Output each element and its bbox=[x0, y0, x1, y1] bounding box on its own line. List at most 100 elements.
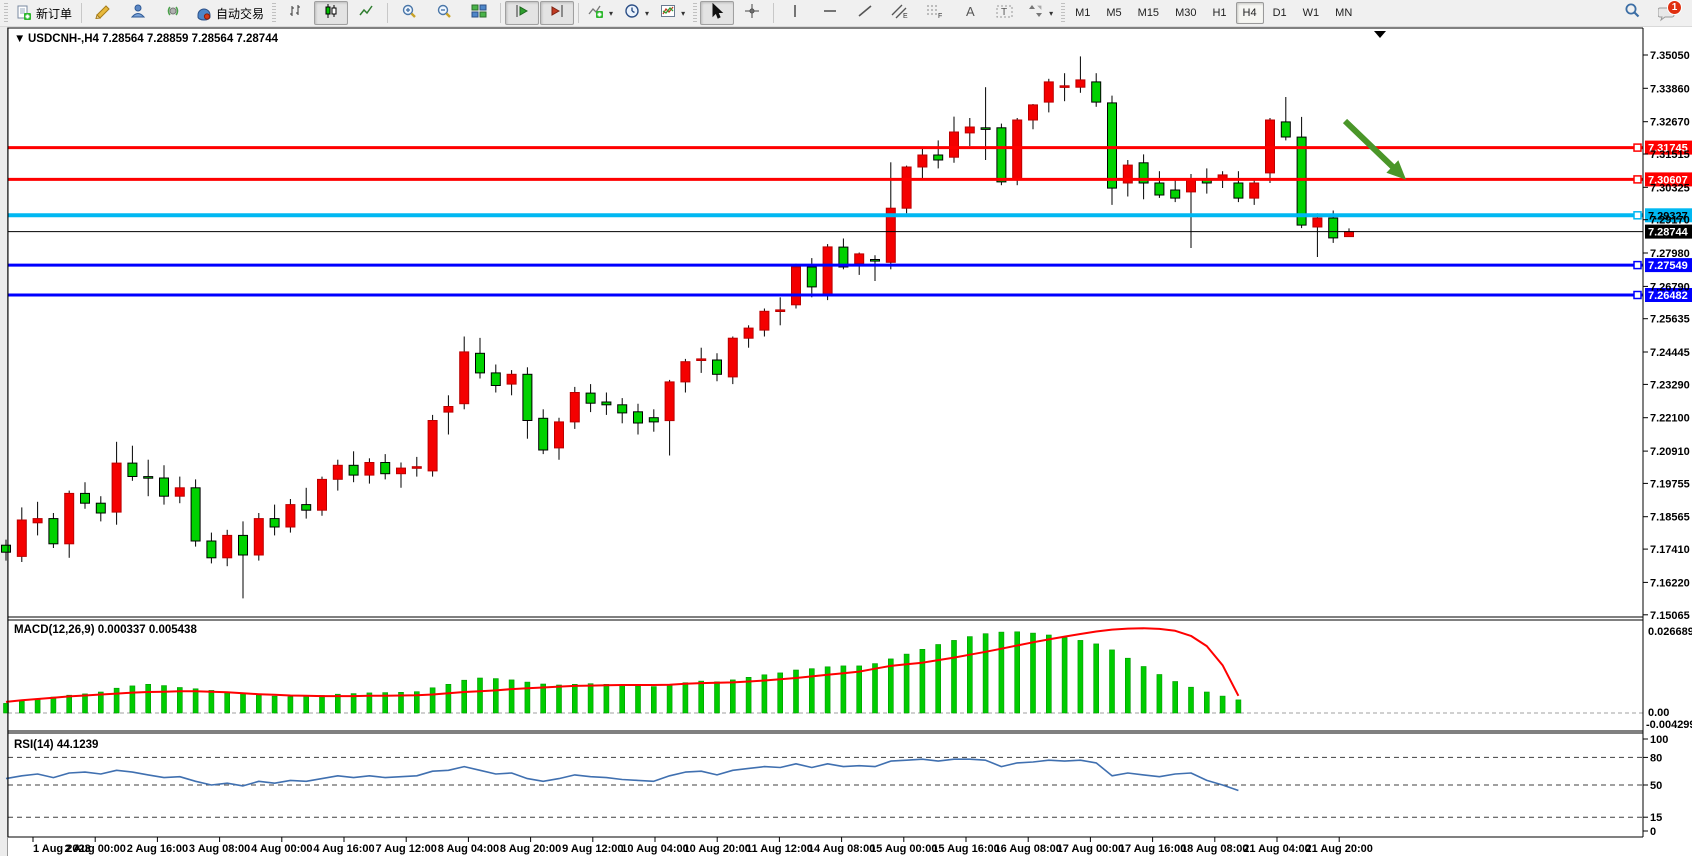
level-line-handle[interactable] bbox=[1633, 175, 1642, 184]
candle-down bbox=[143, 476, 154, 479]
zoom-in-button[interactable] bbox=[392, 1, 426, 25]
channel-tool[interactable]: E bbox=[883, 1, 917, 25]
price-tick-label: 7.32670 bbox=[1650, 117, 1690, 129]
macd-histogram-bar bbox=[413, 691, 420, 714]
signals-button[interactable] bbox=[156, 1, 190, 25]
periods-button[interactable]: ▾ bbox=[619, 1, 654, 25]
down-arrow-head[interactable] bbox=[1386, 160, 1407, 180]
trendline-tool[interactable] bbox=[848, 1, 882, 25]
macd-histogram-bar bbox=[1093, 643, 1099, 714]
notification-count-badge: 1 bbox=[1667, 0, 1682, 15]
template-icon bbox=[660, 3, 676, 24]
macd-histogram-bar bbox=[887, 658, 894, 714]
tab-timeframe-M1[interactable]: M1 bbox=[1075, 7, 1091, 19]
svg-text:F: F bbox=[938, 13, 942, 19]
macd-histogram-bar bbox=[350, 693, 357, 714]
tile-windows-button[interactable] bbox=[462, 1, 496, 25]
tab-timeframe-M5[interactable]: M5 bbox=[1106, 7, 1122, 19]
level-line-handle[interactable] bbox=[1633, 211, 1642, 220]
macd-histogram-bar bbox=[208, 690, 215, 714]
time-tick-label: 9 Aug 12:00 bbox=[562, 843, 623, 855]
toolbar-grip[interactable] bbox=[693, 3, 698, 23]
down-arrow-annotation[interactable] bbox=[1342, 118, 1399, 173]
candle-down bbox=[806, 266, 817, 288]
candle-up bbox=[743, 327, 754, 339]
time-tick-label: 21 Aug 04:00 bbox=[1243, 843, 1310, 855]
chart-shift-button[interactable] bbox=[540, 1, 575, 25]
one-click-trading-collapse-icon[interactable] bbox=[1374, 31, 1386, 38]
tab-timeframe-W1[interactable]: W1 bbox=[1302, 7, 1320, 19]
macd-histogram-bar bbox=[398, 691, 404, 714]
price-tick-label: 7.27980 bbox=[1650, 248, 1690, 260]
horizontal-line-tool[interactable] bbox=[813, 1, 847, 25]
tab-timeframe-D1[interactable]: D1 bbox=[1272, 7, 1287, 19]
toolbar-grip[interactable] bbox=[272, 3, 277, 23]
macd-histogram-bar bbox=[477, 677, 483, 714]
macd-histogram-bar bbox=[382, 692, 389, 714]
price-tick-label: 7.20910 bbox=[1650, 446, 1690, 458]
candle-down bbox=[1170, 189, 1181, 199]
chart-canvas[interactable]: 7.31745 7.30607 7.29327 7.27549 7.26482 7.287… bbox=[0, 27, 1692, 856]
tab-timeframe-MN[interactable]: MN bbox=[1335, 7, 1353, 19]
cursor-button[interactable] bbox=[700, 1, 735, 25]
text-label-tool[interactable]: T bbox=[988, 1, 1022, 25]
level-line-handle[interactable] bbox=[1633, 143, 1642, 152]
tab-timeframe-H1[interactable]: H1 bbox=[1212, 7, 1227, 19]
macd-histogram-bar bbox=[856, 665, 863, 714]
level-line-handle[interactable] bbox=[1633, 290, 1642, 300]
crosshair-icon bbox=[744, 3, 760, 24]
candle-down bbox=[490, 372, 501, 386]
styler-button[interactable] bbox=[86, 1, 120, 25]
crosshair-button[interactable] bbox=[735, 1, 769, 25]
arrow-annotation[interactable] bbox=[1342, 118, 1407, 180]
tab-timeframe-H4[interactable]: H4 bbox=[1235, 2, 1264, 24]
bar-chart-mode-button[interactable] bbox=[279, 1, 313, 25]
notifications-button[interactable]: 1 bbox=[1650, 0, 1684, 25]
macd-histogram-bar bbox=[255, 694, 262, 714]
macd-histogram-bar bbox=[192, 688, 199, 714]
tab-timeframe-M15[interactable]: M15 bbox=[1137, 7, 1160, 19]
toolbar-grip[interactable] bbox=[4, 3, 8, 23]
candle-up bbox=[759, 310, 770, 331]
fibonacci-tool[interactable]: F bbox=[918, 1, 952, 25]
arrows-tool[interactable]: ▾ bbox=[1023, 1, 1058, 25]
rsi-line bbox=[5, 758, 1239, 792]
macd-histogram-bar bbox=[145, 683, 151, 714]
line-chart-mode-button[interactable] bbox=[349, 1, 383, 25]
price-axis[interactable]: 7.35050 7.33860 7.32670 7.31515 7.30325 7.291… bbox=[1643, 50, 1690, 622]
symbol-dropdown-icon[interactable]: ▼ bbox=[14, 33, 25, 45]
toolbar-separator bbox=[578, 3, 580, 23]
level-line-handle[interactable] bbox=[1633, 260, 1642, 270]
fibonacci-icon: F bbox=[926, 3, 944, 24]
macd-histogram-bar bbox=[508, 679, 515, 714]
rsi-label: RSI(14) 44.1239 bbox=[14, 739, 98, 751]
toolbar-grip[interactable] bbox=[1061, 3, 1066, 23]
indicators-button[interactable]: ▾ bbox=[583, 1, 618, 25]
market-watch-button[interactable] bbox=[121, 1, 155, 25]
new-order-button[interactable]: 新订单 bbox=[11, 1, 77, 25]
text-tool[interactable]: A bbox=[953, 1, 987, 25]
macd-histogram-bar bbox=[745, 676, 752, 714]
vertical-line-tool[interactable] bbox=[778, 1, 812, 25]
candle-up bbox=[411, 466, 422, 469]
text-label-icon: T bbox=[996, 3, 1014, 24]
zoom-out-icon bbox=[436, 3, 452, 24]
text-a-icon: A bbox=[963, 3, 977, 24]
toolbar-separator bbox=[773, 3, 775, 23]
price-tick-label: 7.35050 bbox=[1650, 50, 1690, 62]
time-tick-label: 4 Aug 00:00 bbox=[251, 843, 312, 855]
auto-scroll-button[interactable] bbox=[505, 1, 540, 25]
candle-down bbox=[238, 534, 248, 556]
search-button[interactable] bbox=[1615, 1, 1649, 25]
tab-timeframe-M30[interactable]: M30 bbox=[1175, 7, 1197, 19]
zoom-out-button[interactable] bbox=[427, 1, 461, 25]
candlestick-mode-button[interactable] bbox=[314, 1, 349, 25]
autotrade-button[interactable]: 自动交易 bbox=[191, 1, 269, 25]
macd-histogram-bar bbox=[1188, 686, 1194, 714]
candle-up bbox=[253, 518, 264, 556]
templates-button[interactable]: ▾ bbox=[655, 1, 690, 25]
main-plot-area[interactable] bbox=[8, 28, 1643, 617]
candlestick-icon bbox=[323, 3, 339, 24]
time-tick-label: 2 Aug 16:00 bbox=[127, 843, 188, 855]
